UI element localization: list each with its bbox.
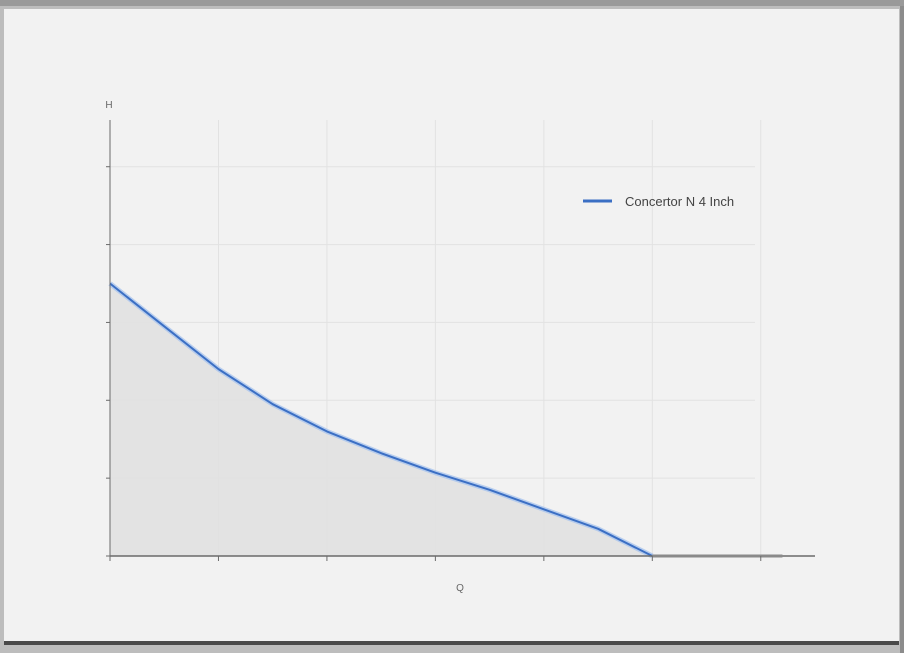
- series-line: [109, 282, 653, 557]
- legend-label: Concertor N 4 Inch: [625, 194, 734, 209]
- legend: Concertor N 4 Inch: [583, 194, 734, 209]
- y-axis-label: H: [105, 100, 112, 111]
- x-axis-label: Q: [456, 583, 464, 594]
- axes: [106, 120, 815, 561]
- series-area-fill: [110, 283, 653, 556]
